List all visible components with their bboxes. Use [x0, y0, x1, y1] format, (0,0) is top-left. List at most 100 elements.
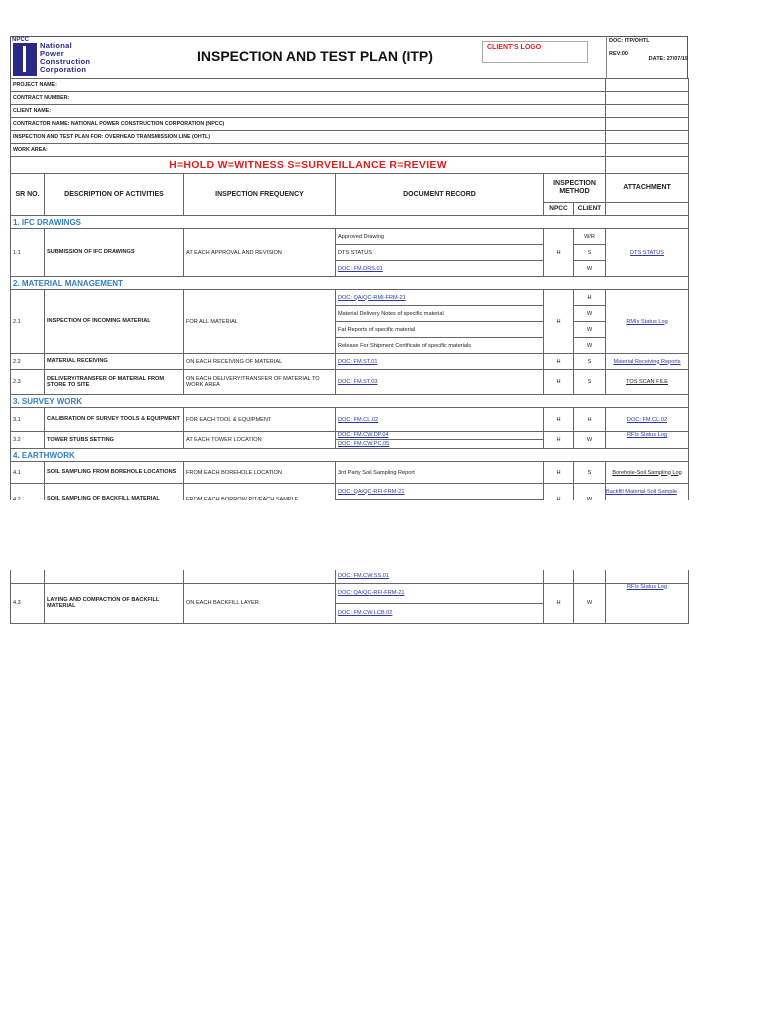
sr: 4.2 — [10, 570, 45, 584]
client-method: S — [572, 353, 607, 370]
project-name: PROJECT NAME: — [9, 78, 607, 92]
attachment-link[interactable]: Material Receiving Reports — [613, 358, 681, 365]
doc-info: DOC: ITP/OHTL REV:00 DATE: 27/07/19 — [606, 36, 689, 78]
doc-record: DTS STATUS — [335, 244, 544, 261]
section-earthwork: 4. EARTHWORK — [9, 448, 690, 462]
logo-name: National Power Construction Corporation — [40, 42, 90, 74]
doc-number: DOC: ITP/OHTL — [609, 38, 650, 44]
itp-table: PROJECT NAME: CONTRACT NUMBER: CLIENT NA… — [9, 78, 690, 500]
client-method: W — [572, 321, 607, 338]
desc: SOIL SAMPLING OF BACKFILL MATERIAL — [44, 483, 184, 500]
itp-page-part-1: PROJECT NAME: CONTRACT NUMBER: CLIENT NA… — [0, 78, 768, 500]
col-npcc: NPCC — [543, 202, 574, 216]
doc-link[interactable]: DOC: FM.ST.03 — [338, 379, 378, 385]
revision: REV:00 — [609, 51, 628, 57]
attachment-link[interactable]: RFIs Status Log — [626, 583, 668, 590]
contract-number: CONTRACT NUMBER: — [9, 91, 607, 105]
attachment-link[interactable]: TOS SCAN FILE — [626, 379, 668, 385]
doc-record: Fat Reports of specific material — [335, 321, 544, 338]
attachment-link[interactable]: Backfill Material-Soil Sample — [606, 489, 677, 495]
desc: LAYING AND COMPACTION OF BACKFILL MATERI… — [44, 582, 184, 624]
doc-link[interactable]: DOC: QA/QC-RFI-FRM-21 — [338, 590, 405, 596]
sr: 4.3 — [10, 582, 45, 624]
attachment-link[interactable]: DOC: FM.CL.02 — [626, 416, 668, 423]
npcc-method: H — [543, 582, 574, 624]
doc-record: Release For Shipment Certificate of spec… — [335, 337, 544, 354]
section-survey: 3. SURVEY WORK — [9, 394, 690, 408]
document-header: NPCC National Power Construction Corpora… — [10, 36, 688, 78]
client-name: CLIENT NAME: — [9, 104, 607, 118]
client-method: S — [572, 461, 607, 484]
freq: AT EACH TOWER LOCATION — [183, 431, 336, 449]
desc: TOWER STUBS SETTING — [44, 431, 184, 449]
section-ifc: 1. IFC DRAWINGS — [9, 215, 690, 229]
sr: 2.1 — [10, 289, 45, 354]
sr: 3.1 — [10, 407, 45, 432]
sr: 3.2 — [10, 431, 45, 449]
freq: FOR EACH TOOL & EQUIPMENT — [183, 407, 336, 432]
desc: MATERIAL RECEIVING — [44, 353, 184, 370]
doc-link[interactable]: DOC: FM.CW.LCB.02 — [338, 610, 393, 616]
contractor-name: CONTRACTOR NAME: NATIONAL POWER CONSTRUC… — [9, 117, 607, 131]
freq: FROM EACH BORROW PIT/EACH SAMPLE — [183, 483, 336, 500]
legend: H=HOLD W=WITNESS S=SURVEILLANCE R=REVIEW — [9, 156, 607, 174]
logo-line: Power — [40, 49, 65, 58]
desc: SUBMISSION OF IFC DRAWINGS — [44, 228, 184, 277]
tower-icon — [13, 43, 37, 76]
freq: ON EACH RECEIVING OF MATERIAL — [183, 353, 336, 370]
attachment-link[interactable]: RFIs Status Log — [626, 432, 668, 439]
npcc-method: H — [543, 407, 574, 432]
sr: 1.1 — [10, 228, 45, 277]
page-title: INSPECTION AND TEST PLAN (ITP) — [197, 48, 433, 64]
doc-link[interactable]: DOC: FM.CW.SS.01 — [338, 573, 389, 579]
sr: 2.2 — [10, 353, 45, 370]
attachment-link[interactable]: RMIs Status Log — [626, 318, 668, 325]
client-method: W — [573, 582, 606, 624]
desc: CALIBRATION OF SURVEY TOOLS & EQUIPMENT — [44, 407, 184, 432]
client-method: H — [572, 289, 607, 306]
doc-link[interactable]: DOC: FM.CW.PC.05 — [338, 440, 390, 447]
freq: AT EACH APPROVAL AND REVISION — [183, 228, 336, 277]
client-method: W — [573, 570, 606, 584]
desc: SOIL SAMPLING FROM BOREHOLE LOCATIONS — [44, 461, 184, 484]
npcc-method: H — [543, 289, 574, 354]
doc-link[interactable]: DOC: FM.CW.DP.04 — [338, 432, 389, 439]
attachment-link[interactable]: Borehole-Soil Sampling Log — [612, 469, 682, 476]
freq: ON EACH DELIVERY/TRANSFER OF MATERIAL TO… — [183, 369, 336, 395]
freq: FOR ALL MATERIAL — [183, 289, 336, 354]
npcc-method: H — [543, 353, 574, 370]
client-method: W — [572, 260, 607, 277]
col-desc: DESCRIPTION OF ACTIVITIES — [44, 173, 184, 216]
sr: 4.2 — [10, 483, 45, 500]
freq: FROM EACH BORROW PIT/EACH SAMPLE — [183, 570, 336, 584]
doc-link[interactable]: DOC: FM.CL.02 — [338, 416, 379, 423]
sr: 4.1 — [10, 461, 45, 484]
doc-link[interactable]: DOC: FM.DRS.01 — [338, 265, 383, 272]
npcc-method: H — [543, 570, 574, 584]
sr: 2.3 — [10, 369, 45, 395]
col-attach: ATTACHMENT — [605, 173, 690, 203]
logo-line: National — [40, 41, 72, 50]
client-method: W — [572, 431, 607, 449]
doc-link[interactable]: DOC: QA/QC-RMI-FRM-21 — [338, 294, 406, 301]
logo-line: Construction — [40, 57, 91, 66]
client-method: W — [572, 337, 607, 354]
doc-link[interactable]: DOC: FM.ST.01 — [338, 358, 378, 365]
attachment-link[interactable]: DTS STATUS — [630, 249, 664, 256]
freq: FROM EACH BOREHOLE LOCATION — [183, 461, 336, 484]
doc-link[interactable]: DOC: QA/QC-RFI-FRM-21 — [338, 488, 405, 495]
doc-record: Material Delivery Notes of specific mate… — [335, 305, 544, 322]
col-method: INSPECTION METHOD — [542, 173, 607, 203]
desc: SOIL SAMPLING OF BACKFILL MATERIAL — [44, 570, 184, 584]
work-area: WORK AREA: — [9, 143, 607, 157]
npcc-method: H — [543, 369, 574, 395]
client-method: S — [572, 244, 607, 261]
npcc-method: H — [543, 431, 574, 449]
col-sr: SR NO. — [10, 173, 45, 216]
itp-for: INSPECTION AND TEST PLAN FOR: OVERHEAD T… — [9, 130, 607, 144]
doc-date: DATE: 27/07/19 — [648, 56, 688, 62]
desc: DELIVERY/TRANSFER OF MATERIAL FROM STORE… — [44, 369, 184, 395]
npcc-logo: NPCC National Power Construction Corpora… — [11, 37, 121, 79]
